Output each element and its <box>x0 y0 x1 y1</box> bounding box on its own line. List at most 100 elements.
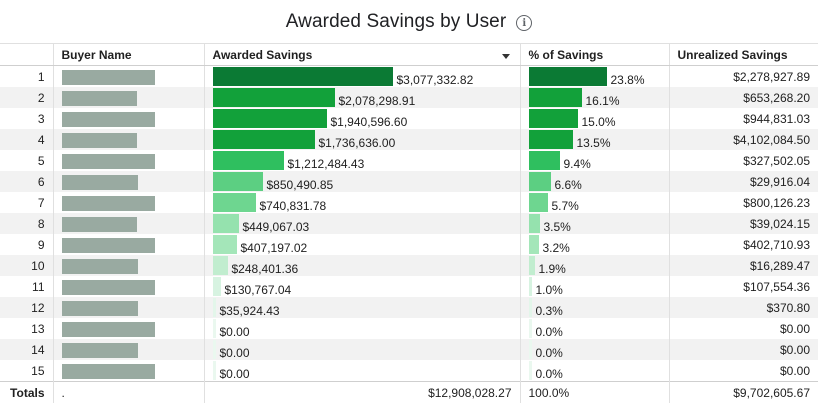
redacted-name-bar <box>61 300 138 316</box>
table-row[interactable]: 12 $35,924.43 0.3% $370.80 <box>0 297 818 318</box>
awarded-savings-bar <box>212 214 239 233</box>
buyer-name-cell <box>52 171 204 192</box>
pct-savings-bar <box>528 172 551 191</box>
redacted-name-bar <box>61 342 138 358</box>
unrealized-savings-cell: $402,710.93 <box>668 234 818 255</box>
redacted-name-bar <box>61 363 155 379</box>
awarded-savings-header-label: Awarded Savings <box>212 47 313 62</box>
pct-savings-value: 0.0% <box>535 324 563 339</box>
awarded-savings-value: $130,767.04 <box>224 282 292 297</box>
buyer-name-cell <box>52 318 204 339</box>
unrealized-savings-cell: $0.00 <box>668 360 818 382</box>
pct-savings-bar <box>528 193 548 212</box>
header-row: Buyer Name Awarded Savings % of Savings … <box>0 43 818 66</box>
pct-savings-bar <box>528 298 532 317</box>
info-icon[interactable]: i <box>516 15 533 31</box>
awarded-savings-cell: $0.00 <box>203 339 520 360</box>
table-row[interactable]: 8 $449,067.03 3.5% $39,024.15 <box>0 213 818 234</box>
awarded-savings-bar <box>212 172 263 191</box>
awarded-savings-bar <box>212 130 315 149</box>
table-row[interactable]: 15 $0.00 0.0% $0.00 <box>0 360 818 382</box>
awarded-savings-cell: $1,212,484.43 <box>203 150 520 171</box>
awarded-savings-cell: $0.00 <box>203 318 520 339</box>
awarded-savings-cell: $3,077,332.82 <box>203 65 520 87</box>
chart-title: Awarded Savings by User <box>285 11 507 32</box>
table-row[interactable]: 13 $0.00 0.0% $0.00 <box>0 318 818 339</box>
buyer-name-cell <box>52 234 204 255</box>
awarded-savings-bar <box>212 298 216 317</box>
awarded-savings-value: $1,940,596.60 <box>330 114 408 129</box>
buyer-name-cell <box>52 65 204 87</box>
table-row[interactable]: 3 $1,940,596.60 15.0% $944,831.03 <box>0 108 818 129</box>
pct-savings-cell: 5.7% <box>519 192 669 213</box>
row-rank: 10 <box>0 255 53 276</box>
unrealized-savings-cell: $653,268.20 <box>668 87 818 108</box>
table-row[interactable]: 4 $1,736,636.00 13.5% $4,102,084.50 <box>0 129 818 150</box>
pct-savings-bar <box>528 319 532 338</box>
awarded-savings-cell: $35,924.43 <box>203 297 520 318</box>
awarded-savings-value: $0.00 <box>219 345 250 360</box>
buyer-name-header[interactable]: Buyer Name <box>52 43 204 66</box>
pct-savings-value: 23.8% <box>610 72 645 87</box>
table-row[interactable]: 1 $3,077,332.82 23.8% $2,278,927.89 <box>0 65 818 87</box>
pct-savings-value: 16.1% <box>585 93 620 108</box>
buyer-name-cell <box>52 87 204 108</box>
awarded-savings-bar <box>212 235 237 254</box>
table-row[interactable]: 14 $0.00 0.0% $0.00 <box>0 339 818 360</box>
awarded-savings-cell: $740,831.78 <box>203 192 520 213</box>
pct-savings-value: 5.7% <box>551 198 579 213</box>
pct-savings-bar <box>528 130 573 149</box>
awarded-savings-cell: $130,767.04 <box>203 276 520 297</box>
unrealized-savings-cell: $0.00 <box>668 339 818 360</box>
table-row[interactable]: 2 $2,078,298.91 16.1% $653,268.20 <box>0 87 818 108</box>
pct-savings-value: 1.9% <box>538 261 566 276</box>
table-row[interactable]: 5 $1,212,484.43 9.4% $327,502.05 <box>0 150 818 171</box>
unrealized-savings-cell: $370.80 <box>668 297 818 318</box>
awarded-savings-cell: $248,401.36 <box>203 255 520 276</box>
awarded-savings-header[interactable]: Awarded Savings <box>203 43 520 66</box>
pct-savings-cell: 15.0% <box>519 108 669 129</box>
unrealized-savings-cell: $2,278,927.89 <box>668 65 818 87</box>
pct-savings-value: 0.0% <box>535 345 563 360</box>
table-row[interactable]: 9 $407,197.02 3.2% $402,710.93 <box>0 234 818 255</box>
awarded-savings-value: $0.00 <box>219 324 250 339</box>
redacted-name-bar <box>61 237 155 253</box>
awarded-savings-value: $449,067.03 <box>242 219 310 234</box>
buyer-name-cell <box>52 108 204 129</box>
row-rank: 1 <box>37 69 45 84</box>
redacted-name-bar <box>61 279 155 295</box>
buyer-name-cell <box>52 339 204 360</box>
row-rank: 11 <box>32 279 45 294</box>
pct-savings-cell: 23.8% <box>519 65 669 87</box>
chevron-down-icon[interactable] <box>501 53 510 59</box>
table-row[interactable]: 10 $248,401.36 1.9% $16,289.47 <box>0 255 818 276</box>
pct-savings-header[interactable]: % of Savings <box>519 43 669 66</box>
pct-savings-bar <box>528 88 582 107</box>
awarded-savings-value: $2,078,298.91 <box>338 93 416 108</box>
pct-savings-cell: 0.0% <box>519 360 669 382</box>
pct-savings-cell: 6.6% <box>519 171 669 192</box>
table-row[interactable]: 7 $740,831.78 5.7% $800,126.23 <box>0 192 818 213</box>
table-row[interactable]: 11 $130,767.04 1.0% $107,554.36 <box>0 276 818 297</box>
buyer-name-cell <box>52 360 204 382</box>
awarded-savings-cell: $1,940,596.60 <box>203 108 520 129</box>
redacted-name-bar <box>61 174 138 190</box>
awarded-savings-value: $740,831.78 <box>259 198 327 213</box>
unrealized-savings-cell: $39,024.15 <box>668 213 818 234</box>
pct-savings-bar <box>528 235 539 254</box>
pct-savings-value: 13.5% <box>576 135 611 150</box>
redacted-name-bar <box>61 132 137 148</box>
awarded-savings-value: $1,736,636.00 <box>318 135 396 150</box>
unrealized-savings-header[interactable]: Unrealized Savings <box>668 43 818 66</box>
totals-row: Totals . $12,908,028.27 100.0% $9,702,60… <box>0 381 818 403</box>
row-rank: 13 <box>31 321 45 336</box>
awarded-savings-bar <box>212 256 228 275</box>
table-row[interactable]: 6 $850,490.85 6.6% $29,916.04 <box>0 171 818 192</box>
pct-savings-bar <box>528 361 532 380</box>
table-body: 1 $3,077,332.82 23.8% $2,278,927.89 2 $2,078,… <box>0 65 818 382</box>
pct-savings-bar <box>528 214 540 233</box>
redacted-name-bar <box>61 90 137 106</box>
totals-unrealized: $9,702,605.67 <box>668 381 818 403</box>
pct-savings-value: 15.0% <box>581 114 616 129</box>
